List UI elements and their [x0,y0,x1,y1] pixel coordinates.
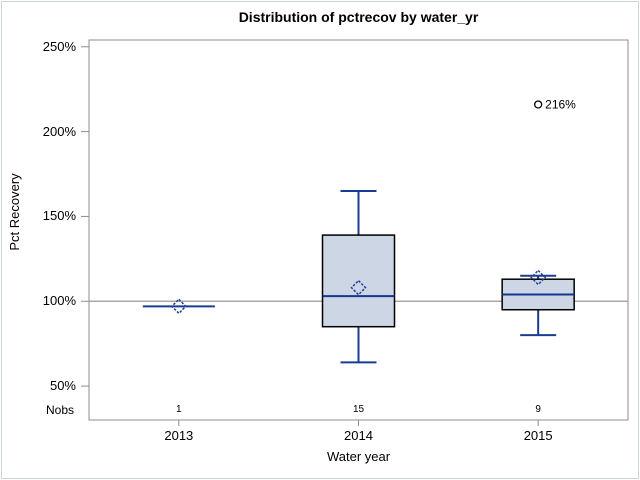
nobs-value: 1 [176,404,182,415]
y-tick-label: 150% [42,208,76,224]
nobs-row-label: Nobs [45,403,74,417]
y-tick-label: 200% [42,123,76,139]
outlier-label: 216% [545,97,576,111]
y-tick-label: 50% [49,378,76,394]
nobs-value: 9 [535,404,541,415]
mean-diamond [350,279,367,296]
mean-diamond [170,298,187,315]
mean-diamond [530,269,547,286]
x-axis-title: Water year [326,449,391,464]
chart-title: Distribution of pctrecov by water_yr [238,9,479,25]
outlier-circle [534,100,543,109]
y-tick-label: 250% [42,38,76,54]
y-tick-label: 100% [42,293,76,309]
x-tick-label: 2013 [164,428,194,443]
nobs-value: 15 [352,404,365,415]
x-tick-label: 2015 [523,428,553,443]
x-tick-label: 2014 [344,428,373,443]
